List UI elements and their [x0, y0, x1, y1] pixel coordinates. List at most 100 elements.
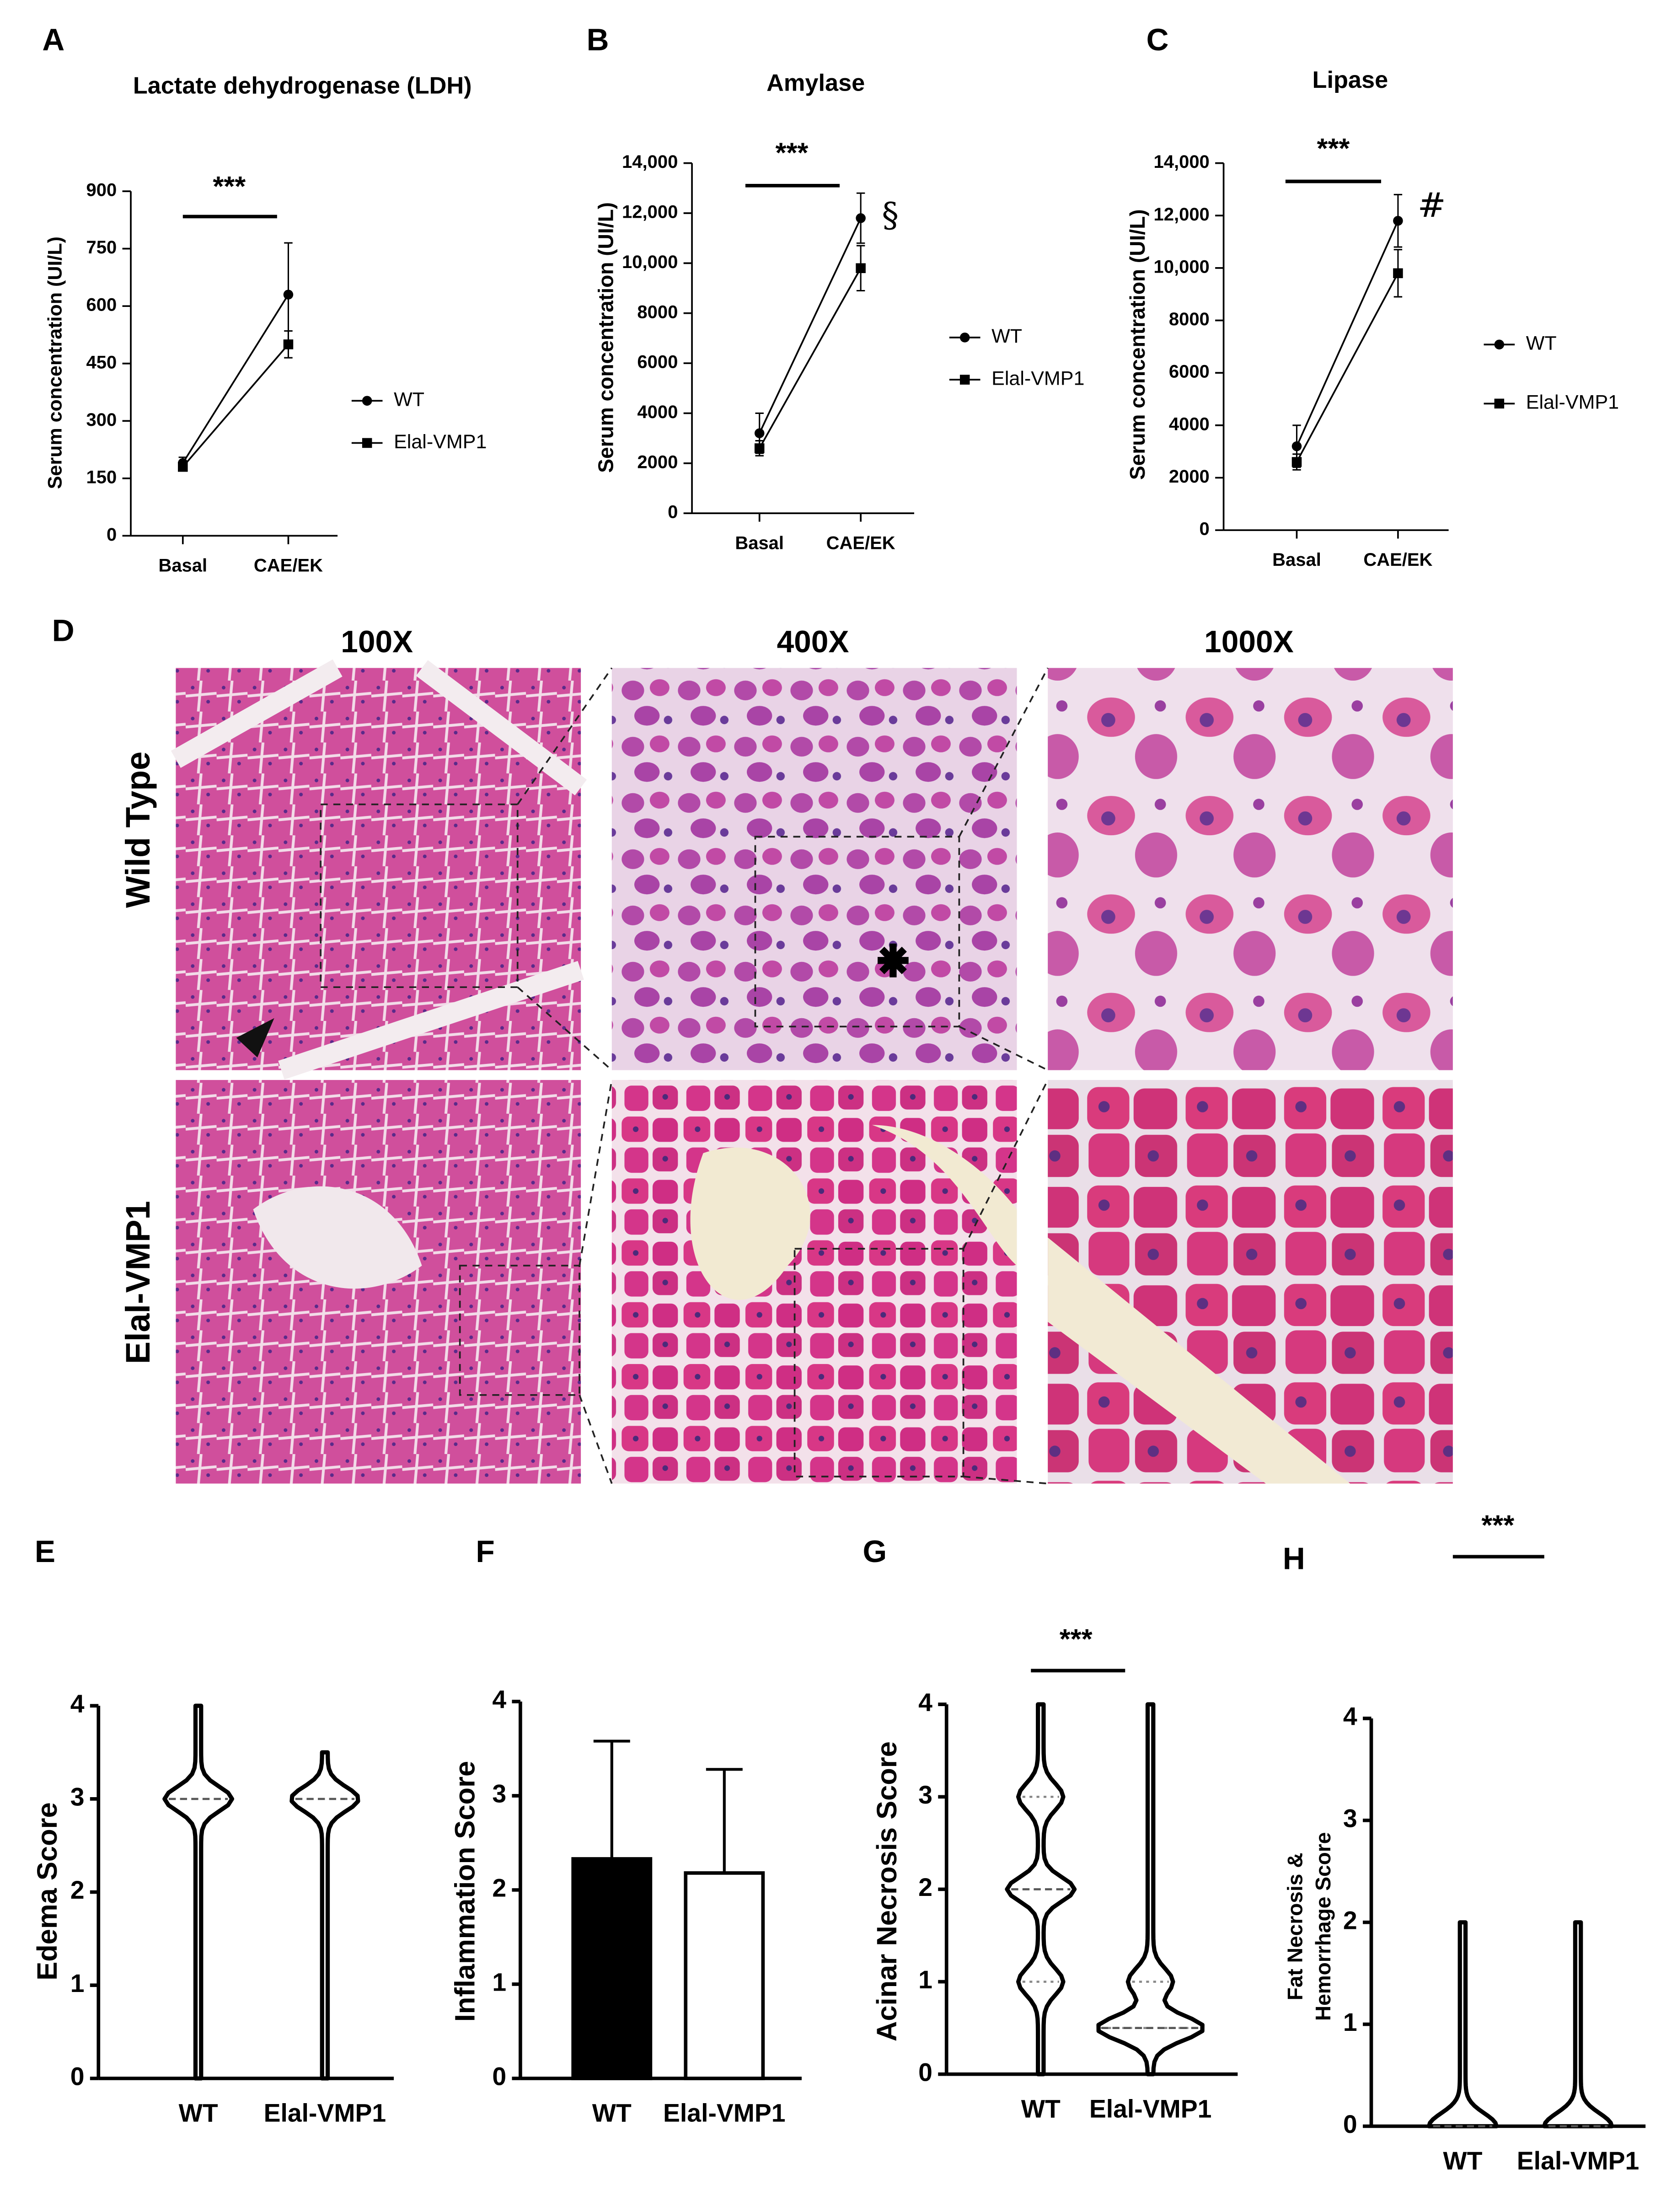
panel-letter: E — [35, 1535, 55, 1569]
x-tick-label: Elal-VMP1 — [1517, 2147, 1640, 2175]
y-tick-label: 3 — [492, 1780, 506, 1808]
violin — [1096, 1702, 1205, 2077]
significance-label: *** — [1481, 1509, 1514, 1541]
micrograph-detail — [1048, 1237, 1350, 1484]
y-tick-label: 2 — [70, 1876, 85, 1904]
y-tick-label: 300 — [86, 410, 117, 430]
point — [754, 428, 765, 438]
y-axis-label: Serum concentration (UI/L) — [44, 236, 66, 489]
chart: E Edema Score 0 1 2 3 4 WT Elal-VMP1 — [32, 1535, 394, 2127]
y-tick-label: 10,000 — [622, 252, 678, 272]
chart: H Fat Necrosis & Hemorrhage Score 0 1 2 3 4 WT El… — [1283, 1509, 1646, 2175]
x-tick-label: CAE/EK — [826, 533, 895, 553]
point — [856, 263, 866, 274]
column-header: 400X — [777, 625, 849, 659]
y-tick-label: 0 — [918, 2058, 932, 2086]
x-tick-label: CAE/EK — [254, 556, 323, 576]
legend-label: WT — [991, 325, 1022, 347]
chart: A Lactate dehydrogenase (LDH) Serum concen… — [42, 23, 487, 575]
row-label: Wild Type — [119, 752, 157, 908]
y-tick-label: 3 — [918, 1781, 932, 1809]
panel-letter: H — [1283, 1541, 1305, 1576]
y-axis-label: Inflammation Score — [449, 1761, 481, 2022]
point — [1393, 268, 1403, 279]
point — [754, 443, 765, 453]
series-line — [182, 344, 289, 467]
annotation: # — [1418, 186, 1446, 225]
panel-letter: A — [42, 23, 64, 57]
y-tick-label: 450 — [86, 352, 117, 372]
y-tick-label: 2000 — [1169, 467, 1210, 487]
chart-title: Lactate dehydrogenase (LDH) — [133, 72, 472, 99]
legend-label: Elal-VMP1 — [991, 367, 1084, 389]
significance-label: *** — [1317, 133, 1350, 164]
series-line — [182, 294, 289, 464]
y-tick-label: 6000 — [1169, 362, 1210, 382]
chart: B Amylase Serum concentration (UI/L) 0 2000 4… — [587, 23, 1085, 553]
micrograph — [611, 1080, 1017, 1484]
legend-label: WT — [1526, 333, 1557, 354]
legend-marker — [362, 438, 372, 448]
y-tick-label: 8000 — [637, 302, 678, 322]
violin — [1426, 1920, 1499, 2129]
legend-label: Elal-VMP1 — [1526, 392, 1619, 413]
y-tick-label: 14,000 — [1154, 152, 1210, 172]
micrograph — [1048, 668, 1453, 1070]
zoom-guides — [320, 667, 1049, 1485]
point — [856, 213, 866, 223]
annotation: § — [882, 196, 899, 235]
y-tick-label: 14,000 — [622, 152, 678, 172]
y-tick-label: 10,000 — [1154, 257, 1210, 277]
y-tick-label: 750 — [86, 237, 117, 258]
bar — [684, 1871, 765, 2080]
significance-label: *** — [1060, 1623, 1093, 1655]
y-axis-label: Serum concentration (UI/L) — [1125, 209, 1149, 480]
significance-label: *** — [213, 171, 246, 202]
y-tick-label: 2000 — [637, 452, 678, 472]
y-tick-label: 4 — [918, 1688, 932, 1717]
x-tick-label: Elal-VMP1 — [1089, 2094, 1212, 2123]
y-tick-label: 1 — [1343, 2008, 1357, 2036]
arrowhead — [236, 1018, 274, 1058]
y-tick-label: 4 — [70, 1690, 85, 1718]
x-tick-label: WT — [592, 2099, 632, 2127]
x-tick-label: Basal — [1272, 550, 1321, 570]
violin — [162, 1703, 235, 2081]
y-tick-label: 4 — [1343, 1702, 1357, 1731]
micrograph-detail — [171, 659, 587, 1080]
y-tick-label: 0 — [107, 525, 117, 545]
y-tick-label: 1 — [70, 1969, 85, 1997]
y-tick-label: 4 — [492, 1686, 506, 1714]
y-tick-label: 4000 — [1169, 414, 1210, 434]
y-axis-label: Fat Necrosis & — [1283, 1852, 1307, 2000]
y-tick-label: 150 — [86, 467, 117, 487]
violin — [1542, 1920, 1614, 2129]
y-tick-label: 1 — [492, 1968, 506, 1997]
point — [283, 290, 294, 300]
series-line — [759, 218, 862, 434]
series-line — [1296, 273, 1399, 462]
panel-letter: D — [52, 613, 75, 648]
legend-marker — [362, 396, 372, 406]
y-axis-label: Acinar Necrosis Score — [871, 1741, 903, 2041]
x-tick-label: WT — [179, 2099, 218, 2127]
chart-title: Lipase — [1313, 67, 1388, 93]
point — [283, 339, 294, 349]
x-tick-label: CAE/EK — [1363, 550, 1432, 570]
bar — [571, 1857, 653, 2080]
y-tick-label: 2 — [1343, 1906, 1357, 1934]
y-tick-label: 3 — [1343, 1804, 1357, 1832]
y-axis-label: Hemorrhage Score — [1311, 1832, 1335, 2021]
legend-label: WT — [394, 389, 424, 411]
panel-letter: C — [1147, 23, 1169, 57]
x-tick-label: Elal-VMP1 — [663, 2099, 786, 2127]
chart: F Inflammation Score 0 1 2 3 4 WT Elal-VMP1 — [449, 1535, 802, 2127]
asterisk — [878, 943, 909, 977]
panel-letter: B — [587, 23, 609, 57]
y-tick-label: 0 — [70, 2062, 85, 2091]
legend-label: Elal-VMP1 — [394, 431, 487, 453]
y-tick-label: 8000 — [1169, 309, 1210, 329]
x-tick-label: WT — [1021, 2094, 1061, 2123]
